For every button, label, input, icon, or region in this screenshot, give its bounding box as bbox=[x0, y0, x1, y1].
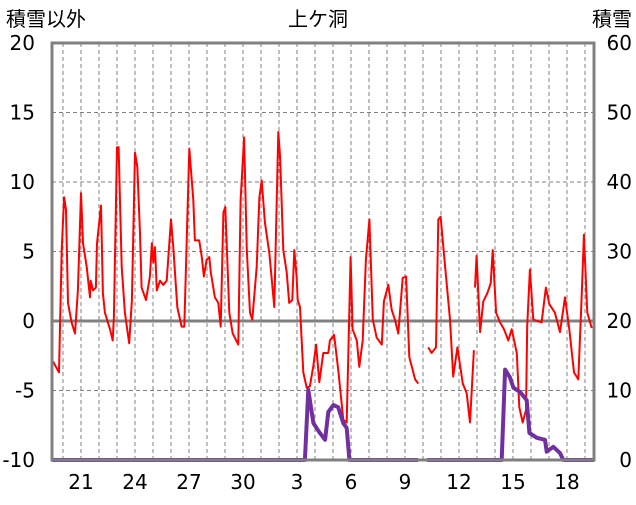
x-tick-label: 30 bbox=[230, 470, 255, 494]
x-tick-label: 27 bbox=[176, 470, 201, 494]
right-axis-label: 積雪 bbox=[592, 7, 632, 31]
left-tick-label: 20 bbox=[10, 31, 35, 55]
series-lines bbox=[52, 131, 594, 462]
x-tick-label: 21 bbox=[68, 470, 93, 494]
x-tick-label: 9 bbox=[399, 470, 412, 494]
right-tick-label: 20 bbox=[607, 309, 632, 333]
chart-title: 上ケ洞 bbox=[288, 7, 348, 31]
right-tick-label: 50 bbox=[607, 101, 632, 125]
left-tick-label: 5 bbox=[22, 240, 35, 264]
temperature-line bbox=[52, 131, 593, 424]
x-tick-label: 12 bbox=[446, 470, 471, 494]
left-tick-label: -10 bbox=[2, 448, 35, 472]
right-tick-label: 30 bbox=[607, 240, 632, 264]
right-tick-label: 10 bbox=[607, 379, 632, 403]
left-tick-label: 0 bbox=[22, 309, 35, 333]
x-tick-label: 18 bbox=[554, 470, 579, 494]
left-tick-label: 15 bbox=[10, 101, 35, 125]
x-tick-label: 15 bbox=[500, 470, 525, 494]
plot-frame bbox=[50, 41, 596, 462]
left-axis-label: 積雪以外 bbox=[6, 7, 86, 31]
right-tick-label: 0 bbox=[619, 448, 632, 472]
left-tick-label: -5 bbox=[15, 379, 35, 403]
x-tick-label: 24 bbox=[122, 470, 147, 494]
x-tick-label: 6 bbox=[345, 470, 358, 494]
left-tick-label: 10 bbox=[10, 170, 35, 194]
right-tick-label: 40 bbox=[607, 170, 632, 194]
snow-depth-line bbox=[52, 367, 594, 462]
tick-labels: -10 -5 0 5 10 15 20 0 10 20 30 40 50 60 21 24 27 30 3 6 9 12 1… bbox=[2, 31, 632, 494]
x-tick-label: 3 bbox=[291, 470, 304, 494]
right-tick-label: 60 bbox=[607, 31, 632, 55]
